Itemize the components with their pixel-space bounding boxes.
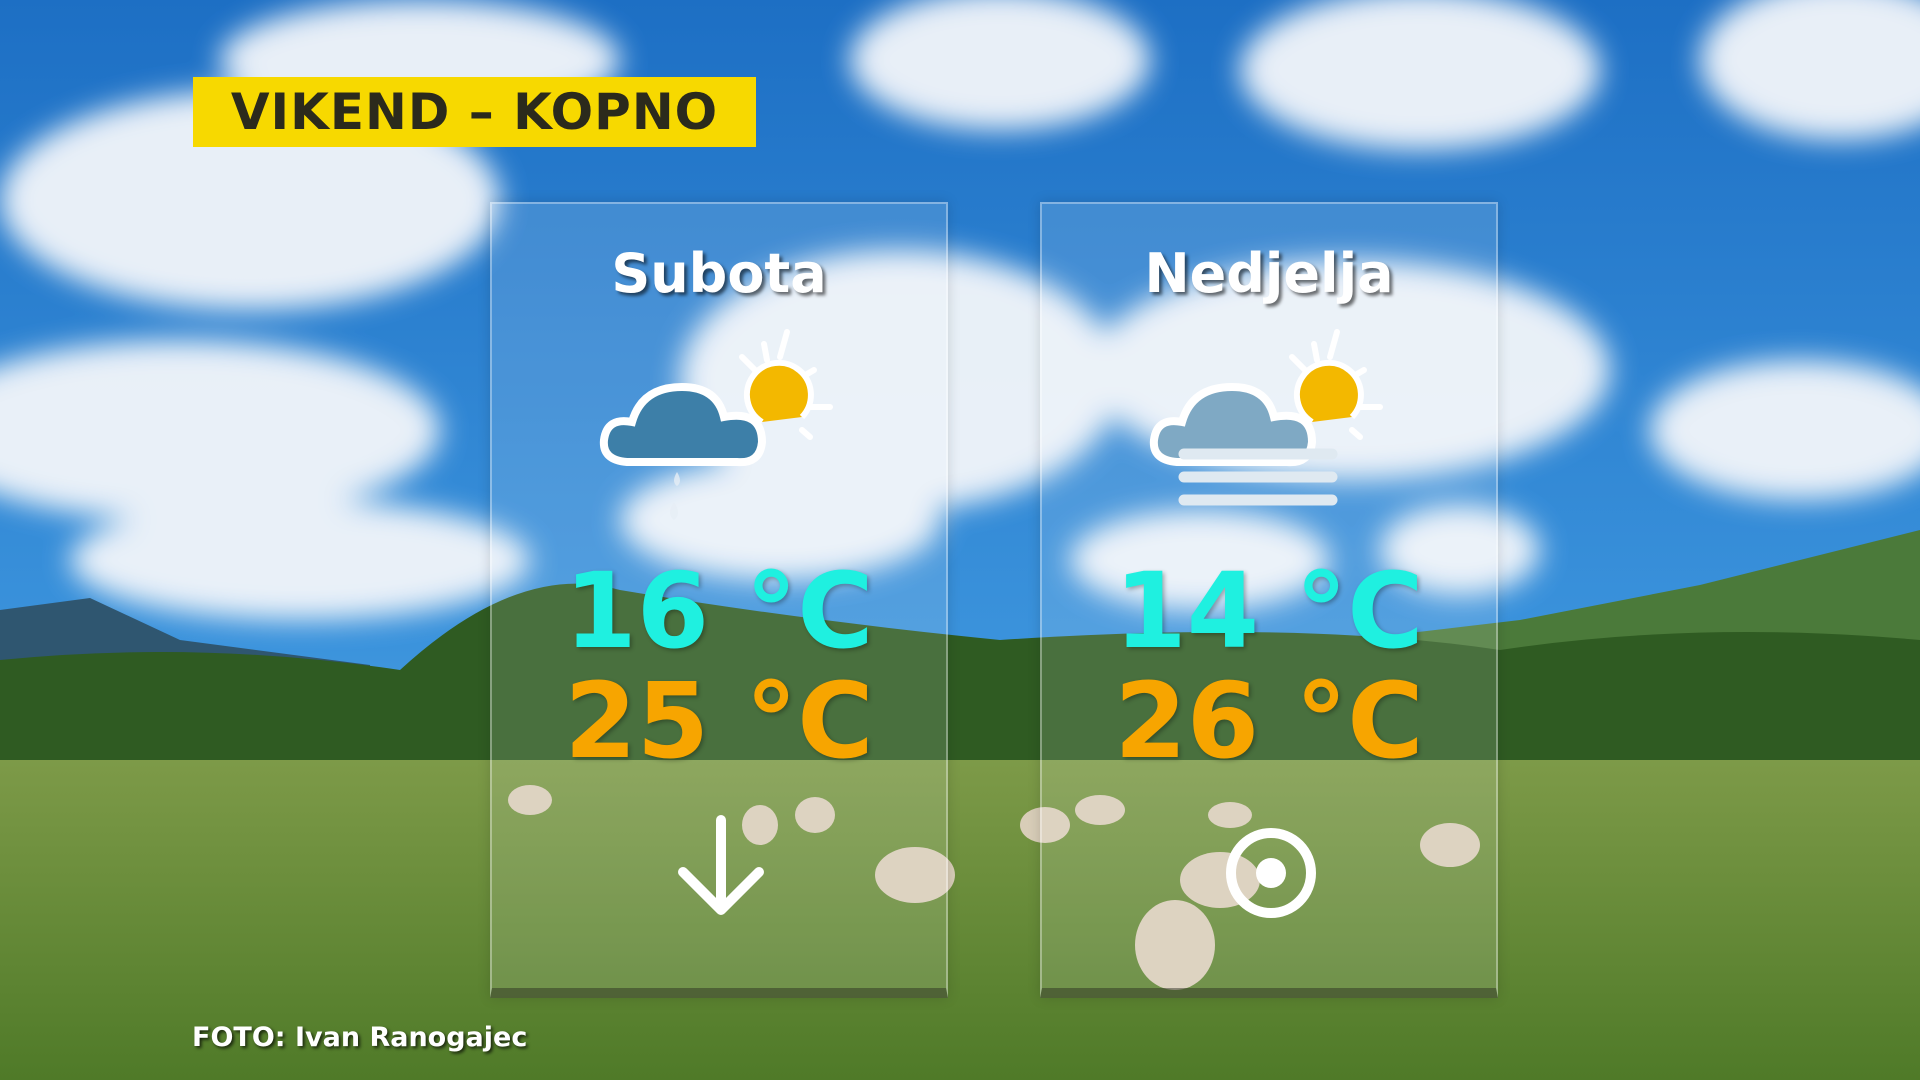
partly-cloudy-rain-icon xyxy=(599,329,833,520)
title: VIKEND – KOPNO xyxy=(230,83,719,141)
low-temperature: 14 °C xyxy=(1114,550,1424,672)
title-banner: VIKEND – KOPNO xyxy=(193,77,756,147)
high-temperature: 26 °C xyxy=(1114,660,1424,782)
day-name: Subota xyxy=(611,242,827,305)
low-temperature: 16 °C xyxy=(564,550,874,672)
day-name: Nedjelja xyxy=(1144,242,1394,305)
high-temperature: 25 °C xyxy=(564,660,874,782)
partly-cloudy-fog-icon xyxy=(1149,329,1383,506)
day-panel-saturday: Subota 16 °C 25 °C xyxy=(490,202,948,998)
calm-circle-icon xyxy=(1226,828,1316,918)
photo-credit: FOTO: Ivan Ranogajec xyxy=(192,1022,528,1053)
arrow-down-icon xyxy=(678,815,764,915)
day-panel-sunday: Nedjelja 14 °C 26 °C xyxy=(1040,202,1498,998)
